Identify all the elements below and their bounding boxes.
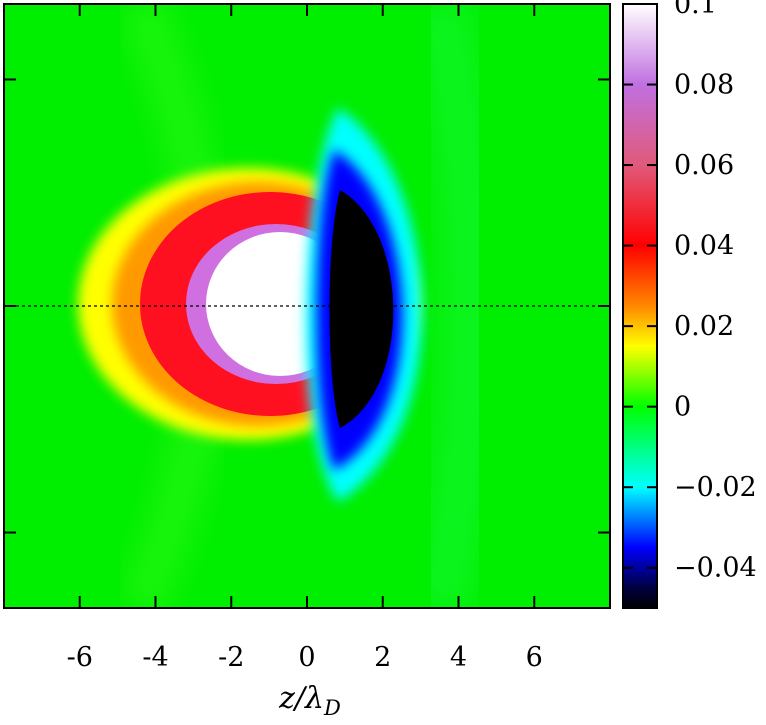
- x-tick-label: 2: [374, 642, 391, 673]
- heatmap-black-core: [329, 190, 394, 428]
- x-axis-label: z/λD: [278, 681, 341, 720]
- x-tick-label: -2: [218, 642, 244, 673]
- x-tick-label: 6: [526, 642, 543, 673]
- colorbar-tick-label: 0.02: [674, 311, 734, 342]
- colorbar-tick-label: 0.08: [674, 70, 734, 101]
- heatmap-area: [4, 4, 610, 608]
- colorbar-tick-label: 0: [674, 392, 691, 423]
- x-axis-label-sub: D: [323, 696, 341, 720]
- colorbar-tick-label: −0.02: [674, 472, 757, 503]
- colorbar-ticks: 0.1 0.08 0.06 0.04 0.02 0 −0.02 −0.04: [623, 0, 757, 584]
- x-tick-label: 4: [450, 642, 467, 673]
- colorbar: [623, 4, 657, 608]
- heatmap-band-right: [410, 4, 500, 608]
- x-tick-label: -4: [142, 642, 168, 673]
- x-axis-label-main: z/λ: [278, 681, 324, 716]
- x-axis: -6 -4 -2 0 2 4 6: [67, 4, 543, 673]
- colorbar-tick-label: 0.04: [674, 231, 734, 262]
- x-tick-label: -6: [67, 642, 93, 673]
- y-axis: [4, 78, 610, 534]
- colorbar-frame: [622, 3, 658, 609]
- x-tick-label: 0: [298, 642, 315, 673]
- colorbar-tick-label: 0.1: [674, 0, 717, 20]
- colorbar-tick-label: −0.04: [674, 553, 757, 584]
- colorbar-tick-label: 0.06: [674, 150, 734, 181]
